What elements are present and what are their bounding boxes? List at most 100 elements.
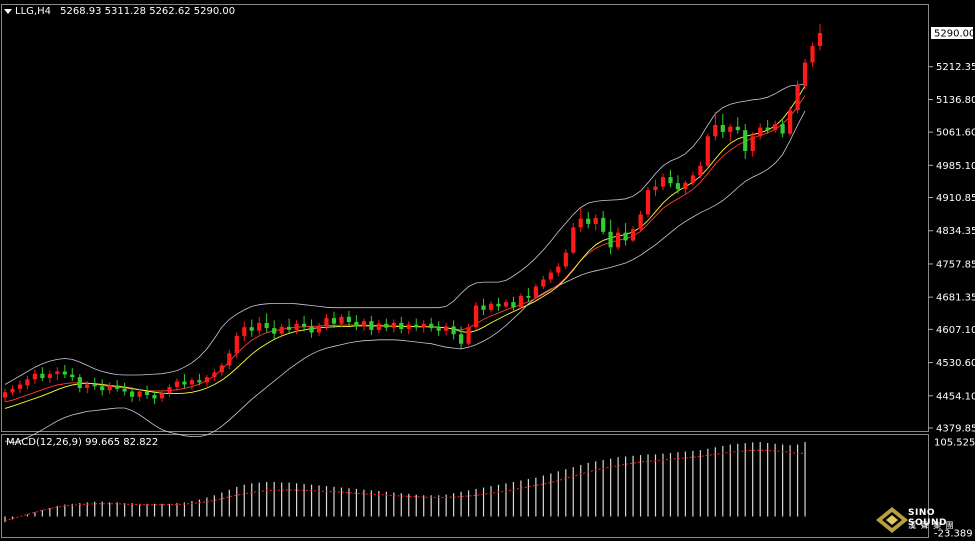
candle bbox=[25, 375, 30, 389]
candle bbox=[77, 374, 82, 393]
candle bbox=[690, 171, 695, 186]
candle bbox=[32, 369, 37, 384]
candle bbox=[384, 318, 389, 332]
upper-band-line bbox=[4, 83, 806, 385]
candle-body bbox=[451, 326, 456, 335]
candle-body bbox=[174, 381, 180, 388]
candle-body bbox=[399, 322, 404, 329]
candle-body bbox=[249, 327, 254, 331]
candle bbox=[466, 323, 471, 346]
macd-tick-label: -23.389 bbox=[934, 529, 973, 540]
candle bbox=[623, 223, 628, 246]
candle bbox=[182, 374, 187, 389]
candle-body bbox=[346, 316, 351, 322]
candle-body bbox=[107, 385, 112, 391]
candle bbox=[735, 117, 740, 134]
candle-body bbox=[32, 373, 37, 380]
candle bbox=[503, 299, 509, 309]
candle-body bbox=[429, 323, 434, 329]
candle-body bbox=[743, 130, 748, 151]
candle-body bbox=[55, 371, 60, 375]
candle-body bbox=[159, 393, 165, 399]
candle bbox=[556, 263, 561, 277]
price-tick-label: 5061.60 bbox=[936, 128, 975, 139]
candle bbox=[47, 370, 52, 383]
chart-header[interactable]: LLG,H4 5268.93 5311.28 5262.62 5290.00 bbox=[4, 6, 235, 17]
candle bbox=[474, 302, 479, 330]
candle bbox=[279, 323, 284, 338]
price-tick-label: 4607.10 bbox=[936, 325, 975, 336]
candle-body bbox=[316, 325, 322, 333]
candle-body bbox=[167, 387, 172, 394]
candle bbox=[773, 120, 778, 133]
candle-body bbox=[25, 379, 30, 386]
macd-indicator bbox=[4, 442, 806, 523]
candle bbox=[70, 368, 75, 382]
candle bbox=[85, 381, 90, 394]
candle bbox=[429, 317, 434, 332]
candle-body bbox=[713, 125, 718, 137]
candle bbox=[720, 113, 725, 139]
candle-body bbox=[788, 110, 793, 134]
candle bbox=[698, 161, 703, 179]
candle-body bbox=[115, 385, 120, 389]
candle-body bbox=[384, 323, 389, 328]
candle-body bbox=[324, 318, 329, 326]
candle-body bbox=[444, 326, 449, 331]
current-price-box bbox=[931, 27, 973, 39]
candle-body bbox=[197, 380, 202, 383]
candle bbox=[324, 314, 329, 330]
candle-body bbox=[85, 384, 90, 388]
candle bbox=[593, 214, 598, 231]
candle-body bbox=[750, 136, 755, 152]
candle-body bbox=[795, 85, 800, 111]
candle bbox=[287, 318, 292, 334]
candle bbox=[758, 123, 763, 140]
moving-average-line bbox=[4, 85, 806, 409]
candle-body bbox=[354, 322, 359, 327]
candle bbox=[668, 169, 673, 188]
price-tick-label: 4834.35 bbox=[936, 226, 975, 237]
candle-body bbox=[189, 380, 194, 385]
candle-body bbox=[638, 214, 643, 230]
ohlc-readout: 5268.93 5311.28 5262.62 5290.00 bbox=[60, 6, 236, 17]
candle-body bbox=[2, 392, 8, 398]
candle-body bbox=[690, 175, 695, 183]
candle-body bbox=[361, 321, 366, 327]
candle-body bbox=[47, 374, 52, 378]
candle bbox=[526, 288, 531, 303]
candle bbox=[257, 316, 262, 335]
price-panel-frame bbox=[1, 4, 929, 432]
price-tick-label: 4985.10 bbox=[936, 161, 975, 172]
candle bbox=[608, 219, 613, 255]
candle bbox=[331, 311, 337, 329]
candle bbox=[578, 208, 583, 232]
candle bbox=[645, 187, 651, 218]
price-tick-label: 4530.60 bbox=[936, 358, 975, 369]
candle-body bbox=[593, 217, 598, 224]
candle-body bbox=[817, 33, 823, 46]
candle-body bbox=[698, 165, 703, 176]
bollinger-bands bbox=[4, 83, 806, 444]
candle bbox=[399, 316, 404, 334]
candle bbox=[586, 211, 591, 229]
candle bbox=[638, 210, 643, 232]
candle-body bbox=[17, 384, 23, 389]
candle bbox=[2, 388, 8, 402]
candle bbox=[316, 322, 322, 336]
candle-body bbox=[780, 124, 785, 134]
candle bbox=[817, 23, 823, 51]
candle bbox=[361, 318, 366, 331]
candle-body bbox=[660, 177, 666, 187]
candle bbox=[810, 42, 815, 67]
candle-body bbox=[586, 218, 591, 224]
macd-signal-line bbox=[4, 449, 806, 522]
candle-body bbox=[436, 328, 441, 331]
macd-axis: 105.525 -23.389 bbox=[934, 438, 975, 540]
dropdown-triangle-icon[interactable] bbox=[4, 8, 12, 14]
candle-body bbox=[219, 365, 224, 373]
candle bbox=[17, 380, 23, 394]
candle bbox=[444, 322, 449, 336]
candle-body bbox=[406, 324, 411, 329]
candle bbox=[302, 315, 307, 332]
